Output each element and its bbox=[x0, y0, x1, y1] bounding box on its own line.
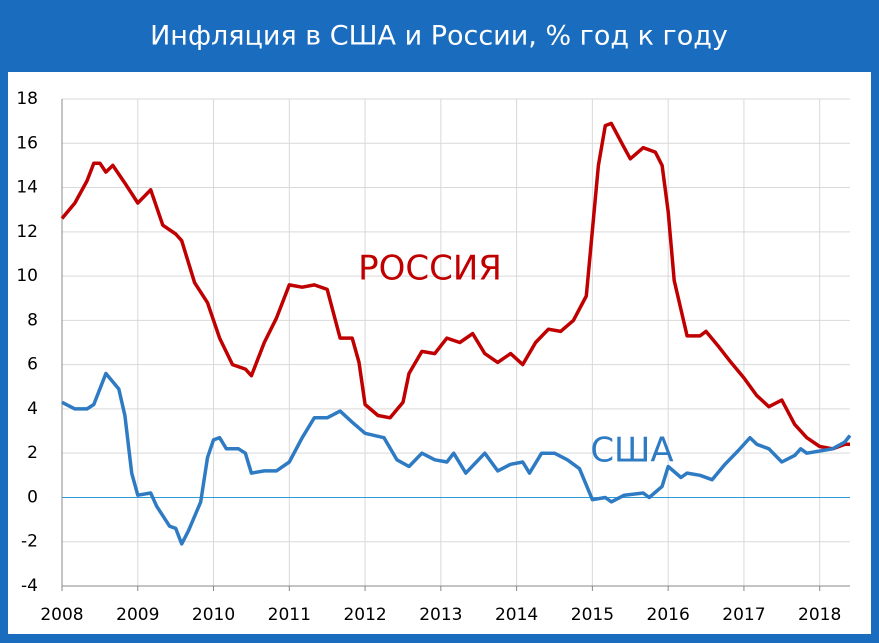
x-tick-label: 2013 bbox=[419, 605, 462, 625]
x-tick-label: 2014 bbox=[495, 605, 538, 625]
y-tick-label: 16 bbox=[16, 133, 38, 153]
x-tick-label: 2017 bbox=[722, 605, 765, 625]
y-tick-label: 6 bbox=[27, 355, 38, 375]
y-tick-label: 14 bbox=[16, 178, 38, 198]
x-tick-label: 2012 bbox=[343, 605, 386, 625]
x-tick-label: 2011 bbox=[268, 605, 311, 625]
x-tick-label: 2016 bbox=[647, 605, 690, 625]
y-tick-label: 12 bbox=[16, 222, 38, 242]
x-tick-label: 2015 bbox=[571, 605, 614, 625]
x-tick-label: 2009 bbox=[116, 605, 159, 625]
x-tick-label: 2010 bbox=[192, 605, 235, 625]
series-line bbox=[61, 371, 852, 546]
series-label: РОССИЯ bbox=[358, 249, 502, 289]
x-tick-label: 2018 bbox=[798, 605, 841, 625]
y-tick-label: 18 bbox=[16, 89, 38, 109]
y-tick-label: 8 bbox=[27, 310, 38, 330]
plot-background bbox=[8, 72, 871, 634]
y-tick-label: 4 bbox=[27, 399, 38, 419]
y-tick-label: 2 bbox=[27, 443, 38, 463]
y-tick-label: -2 bbox=[21, 532, 38, 552]
chart-title: Инфляция в США и России, % год к году bbox=[150, 21, 728, 52]
series-label: США bbox=[590, 431, 673, 471]
y-tick-label: -4 bbox=[21, 576, 38, 596]
y-tick-label: 0 bbox=[27, 487, 38, 507]
x-tick-label: 2008 bbox=[40, 605, 83, 625]
y-tick-label: 10 bbox=[16, 266, 38, 286]
series-line bbox=[60, 121, 850, 451]
